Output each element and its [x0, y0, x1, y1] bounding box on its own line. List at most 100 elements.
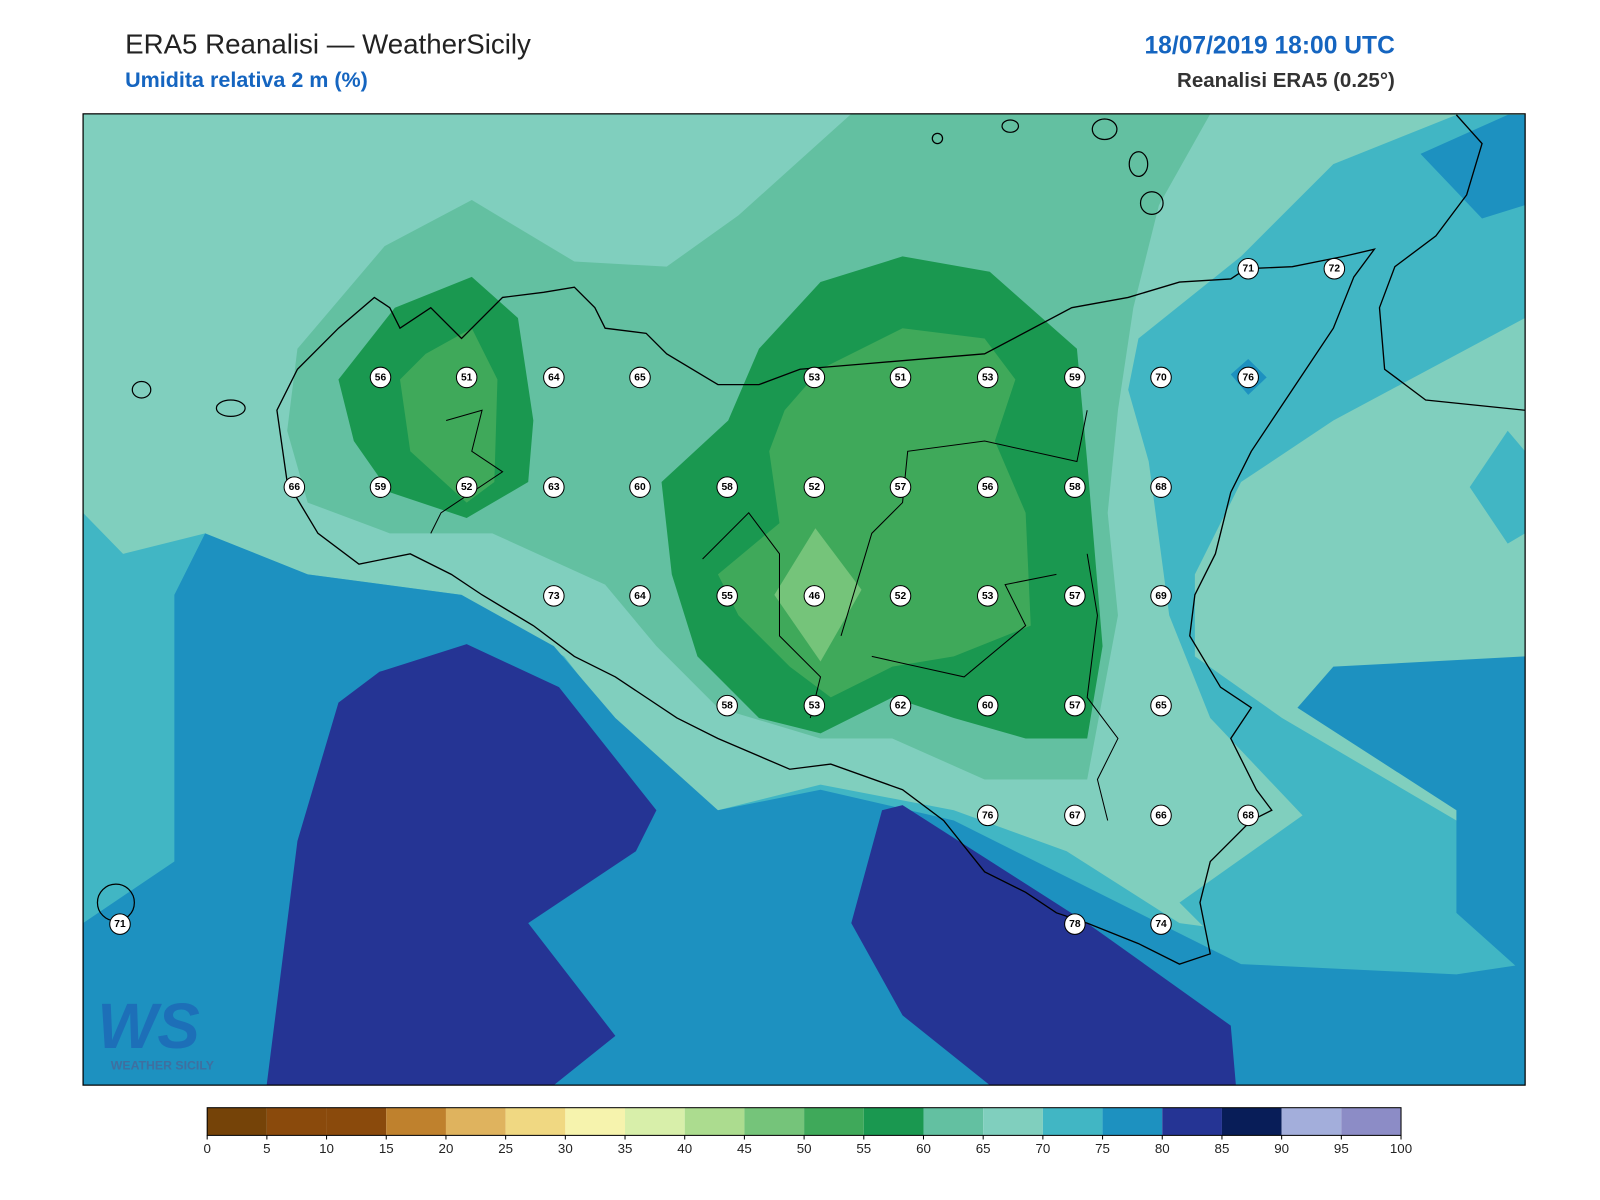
station-value: 63: [548, 482, 560, 493]
colorbar-segment: [923, 1107, 984, 1136]
station-marker: [1237, 257, 1259, 280]
station: 60: [976, 694, 999, 717]
colorbar-tick-label: 20: [439, 1141, 454, 1156]
station-marker: [976, 694, 999, 717]
station: 51: [455, 366, 478, 389]
station-marker: [369, 476, 392, 498]
station-value: 65: [1155, 701, 1167, 712]
colorbar-segment: [266, 1107, 327, 1136]
colorbar-tick-label: 60: [916, 1141, 931, 1156]
colorbar: 0 5 10 15 20 25 30 35 40 45 50 55 60 65 70 75 80 85 90 95 10…: [203, 1107, 1412, 1156]
station: 58: [1064, 476, 1086, 498]
station: 53: [803, 694, 826, 717]
colorbar-tick-label: 50: [797, 1141, 812, 1156]
borders: [430, 409, 1119, 821]
map-area: 71 72 56 51 64 65 53 51 53 59 70 76 66 59 52 63 60 58 52 57…: [83, 113, 1526, 1086]
colorbar-tick-label: 55: [856, 1141, 871, 1156]
station-value: 51: [895, 372, 907, 383]
station: 72: [1323, 257, 1346, 280]
colorbar-tick-label: 65: [976, 1141, 991, 1156]
colorbar-segment: [744, 1107, 805, 1136]
logo: WS: [97, 991, 199, 1062]
colorbar-segment: [445, 1107, 506, 1136]
station-value: 59: [375, 482, 387, 493]
station-value: 60: [634, 482, 646, 493]
station-marker: [1064, 476, 1086, 498]
colorbar-tick-label: 90: [1274, 1141, 1289, 1156]
station-value: 52: [895, 591, 907, 602]
station: 59: [369, 476, 392, 498]
colorbar-tick-label: 5: [263, 1141, 270, 1156]
station: 59: [1064, 366, 1086, 389]
station-marker: [455, 476, 478, 498]
colorbar-tick-label: 30: [558, 1141, 573, 1156]
station: 62: [889, 694, 912, 717]
colorbar-tick-label: 10: [319, 1141, 334, 1156]
title: ERA5 Reanalisi — WeatherSicily: [125, 28, 531, 59]
station-marker: [1064, 694, 1086, 717]
station: 71: [1237, 257, 1259, 280]
station-marker: [803, 585, 826, 607]
date: 18/07/2019 18:00 UTC: [1144, 32, 1395, 59]
station-marker: [803, 476, 826, 498]
station-marker: [1064, 585, 1086, 607]
station-value: 66: [1155, 810, 1167, 821]
station-value: 56: [375, 372, 387, 383]
station: 53: [976, 366, 999, 389]
colorbar-tick-label: 25: [498, 1141, 513, 1156]
station: 46: [803, 585, 826, 607]
station: 52: [803, 476, 826, 498]
station-marker: [1323, 257, 1346, 280]
station-marker: [976, 804, 999, 827]
station-marker: [976, 585, 999, 607]
station-marker: [1064, 804, 1086, 827]
station-marker: [1064, 913, 1086, 935]
station-marker: [976, 476, 999, 498]
colorbar-segment: [1221, 1107, 1282, 1136]
station-value: 76: [1243, 372, 1255, 383]
station-value: 73: [548, 591, 560, 602]
logo-caption: WEATHER SICILY: [111, 1059, 214, 1073]
station-marker: [1237, 366, 1259, 389]
station: 69: [1150, 585, 1172, 607]
colorbar-segment: [625, 1107, 685, 1136]
station-marker: [283, 476, 306, 498]
colorbar-tick-label: 100: [1390, 1141, 1412, 1156]
station-marker: [1150, 476, 1172, 498]
station-value: 66: [289, 482, 301, 493]
station-marker: [629, 585, 651, 607]
station-value: 72: [1329, 264, 1341, 275]
station-value: 57: [895, 482, 907, 493]
station: 67: [1064, 804, 1086, 827]
station: 68: [1237, 804, 1259, 827]
station-value: 68: [1155, 482, 1167, 493]
field: [266, 644, 1236, 1086]
station-marker: [1150, 366, 1172, 389]
station-marker: [803, 694, 826, 717]
station-value: 57: [1069, 701, 1081, 712]
station-marker: [543, 366, 565, 389]
colorbar-tick-label: 95: [1334, 1141, 1349, 1156]
station-value: 58: [1069, 482, 1081, 493]
station: 57: [1064, 585, 1086, 607]
map-frame: [82, 113, 1526, 1086]
station-marker: [455, 366, 478, 389]
station: 70: [1150, 366, 1172, 389]
station: 76: [1237, 366, 1259, 389]
station: 52: [889, 585, 912, 607]
station: 65: [1150, 694, 1172, 717]
station-value: 58: [721, 482, 733, 493]
colorbar-tick-label: 80: [1155, 1141, 1170, 1156]
station-marker: [543, 476, 565, 498]
station-value: 71: [1243, 264, 1255, 275]
station-value: 74: [1155, 919, 1167, 930]
colorbar-segment: [207, 1107, 267, 1136]
station-marker: [716, 476, 738, 498]
station-marker: [889, 694, 912, 717]
station: 64: [543, 366, 565, 389]
station-marker: [1150, 804, 1172, 827]
station-value: 69: [1155, 591, 1167, 602]
station: 57: [1064, 694, 1086, 717]
colorbar-tick-label: 70: [1035, 1141, 1050, 1156]
station-marker: [716, 694, 738, 717]
